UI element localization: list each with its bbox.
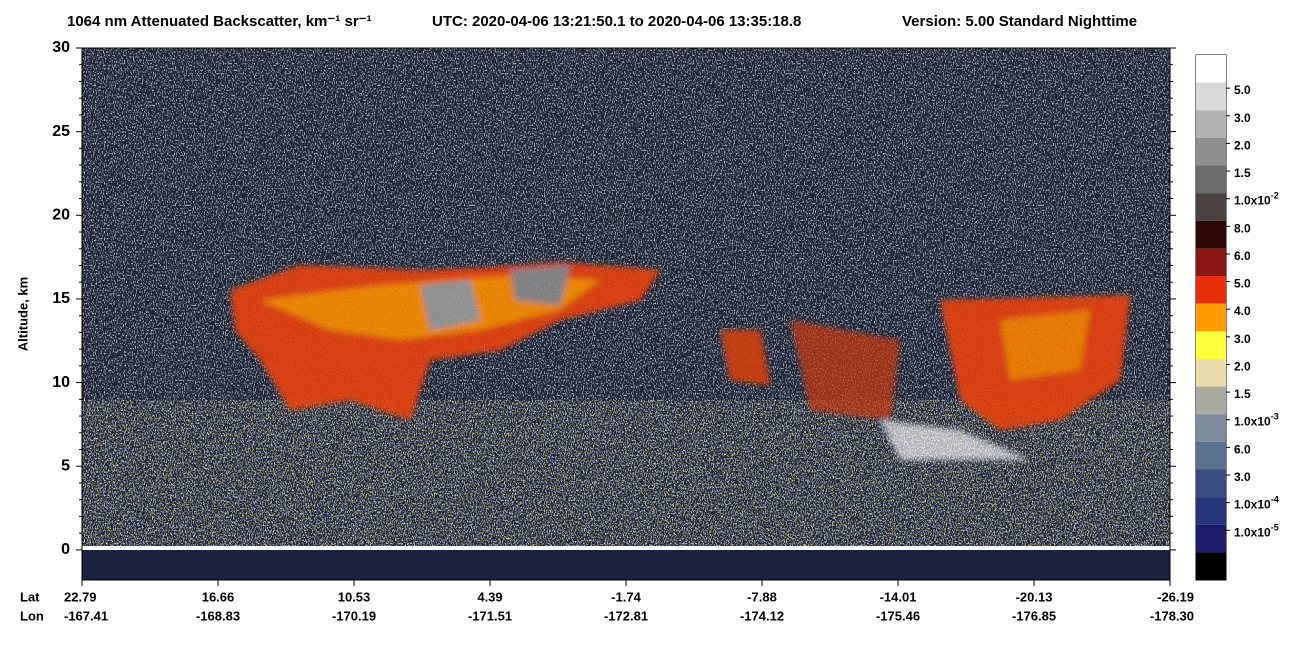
colorbar-swatch — [1196, 276, 1226, 304]
lat-tick-label: -20.13 — [1016, 589, 1053, 604]
chart-title: 1064 nm Attenuated Backscatter, km⁻¹ sr⁻… — [67, 13, 372, 30]
colorbar-label-text: 2.0 — [1234, 139, 1251, 153]
lon-tick-label: -174.12 — [740, 608, 784, 623]
lon-tick-label: -171.51 — [468, 608, 512, 623]
colorbar-label: 6.0 — [1234, 249, 1251, 263]
colorbar-label-text: 8.0 — [1234, 221, 1251, 235]
colorbar-label: 1.5 — [1234, 387, 1251, 401]
lat-tick-label: 16.66 — [202, 589, 235, 604]
y-axis-label: Altitude, km — [15, 277, 30, 351]
lat-tick-label: -7.88 — [747, 589, 777, 604]
colorbar-swatch — [1196, 358, 1226, 387]
colorbar-label: 1.5 — [1234, 166, 1251, 180]
colorbar-swatch — [1196, 137, 1226, 166]
lon-tick-label: -167.41 — [64, 608, 108, 623]
lon-tick-label: -172.81 — [604, 608, 648, 623]
y-tick-label: 10 — [52, 374, 70, 391]
colorbar-label: 3.0 — [1234, 470, 1251, 484]
colorbar-swatch — [1196, 82, 1226, 111]
y-tick-label: 20 — [52, 207, 70, 224]
colorbar-label-text: 1.0x10 — [1234, 194, 1271, 208]
colorbar-label: 2.0 — [1234, 139, 1251, 153]
y-tick-label: 15 — [52, 290, 70, 307]
colorbar-label-text: 1.5 — [1234, 387, 1251, 401]
colorbar-label-text: 3.0 — [1234, 332, 1251, 346]
colorbar-swatch — [1196, 497, 1226, 525]
colorbar-swatch — [1196, 110, 1226, 138]
lat-tick-label: 4.39 — [477, 589, 502, 604]
utc-range: UTC: 2020-04-06 13:21:50.1 to 2020-04-06… — [432, 13, 801, 30]
colorbar-label: 1.0x10-3 — [1234, 412, 1279, 429]
colorbar-label: 5.0 — [1234, 83, 1251, 97]
y-tick-label: 30 — [52, 39, 70, 56]
y-tick-label: 25 — [52, 123, 70, 140]
colorbar-label-exponent: -4 — [1271, 495, 1279, 505]
lon-tick-label: -175.46 — [876, 608, 920, 623]
curtain-image — [82, 48, 1170, 580]
colorbar-label-text: 1.0x10 — [1234, 415, 1271, 429]
colorbar-label-exponent: -5 — [1271, 523, 1279, 533]
version: Version: 5.00 Standard Nighttime — [902, 13, 1137, 30]
colorbar-swatch — [1196, 469, 1226, 498]
colorbar-swatch — [1196, 303, 1226, 332]
lat-tick-label: -14.01 — [880, 589, 917, 604]
colorbar-label-text: 3.0 — [1234, 111, 1251, 125]
colorbar-label-text: 6.0 — [1234, 249, 1251, 263]
colorbar-label-text: 5.0 — [1234, 277, 1251, 291]
colorbar-label: 4.0 — [1234, 304, 1251, 318]
lat-tick-label: 22.79 — [64, 589, 97, 604]
colorbar-swatch — [1196, 331, 1226, 359]
colorbar-label-text: 1.0x10 — [1234, 498, 1271, 512]
colorbar-label-text: 1.5 — [1234, 166, 1251, 180]
colorbar-label-exponent: -3 — [1271, 412, 1279, 422]
colorbar-swatch — [1196, 55, 1226, 83]
colorbar-label: 2.0 — [1234, 360, 1251, 374]
colorbar-swatch — [1196, 248, 1226, 277]
colorbar-label-text: 3.0 — [1234, 470, 1251, 484]
lon-tick-label: -178.30 — [1150, 608, 1194, 623]
lon-tick-label: -170.19 — [332, 608, 376, 623]
colorbar-swatch — [1196, 165, 1226, 194]
y-tick-label: 5 — [61, 457, 70, 474]
colorbar-label-text: 1.0x10 — [1234, 525, 1271, 539]
colorbar-label-exponent: -2 — [1271, 191, 1279, 201]
colorbar-label: 8.0 — [1234, 221, 1251, 235]
colorbar-label: 1.0x10-4 — [1234, 495, 1279, 512]
colorbar-swatch — [1196, 441, 1226, 470]
colorbar-swatch — [1196, 386, 1226, 415]
colorbar-label: 3.0 — [1234, 332, 1251, 346]
lat-tick-label: 10.53 — [338, 589, 371, 604]
lat-tick-label: -26.19 — [1157, 589, 1194, 604]
colorbar-label-text: 4.0 — [1234, 304, 1251, 318]
colorbar-label-text: 6.0 — [1234, 443, 1251, 457]
colorbar-swatch — [1196, 220, 1226, 249]
lat-tick-label: -1.74 — [611, 589, 641, 604]
colorbar-label: 1.0x10-2 — [1234, 191, 1279, 208]
lon-tick-label: -176.85 — [1012, 608, 1056, 623]
colorbar-swatch — [1196, 193, 1226, 221]
colorbar-label-text: 5.0 — [1234, 83, 1251, 97]
lon-label: Lon — [20, 608, 44, 623]
colorbar-swatch — [1196, 552, 1226, 580]
lon-tick-label: -168.83 — [196, 608, 240, 623]
colorbar-swatch — [1196, 524, 1226, 553]
colorbar-label: 1.0x10-5 — [1234, 523, 1279, 540]
colorbar-label-text: 2.0 — [1234, 360, 1251, 374]
y-tick-label: 0 — [61, 541, 70, 558]
colorbar-label: 6.0 — [1234, 443, 1251, 457]
lat-label: Lat — [20, 589, 40, 604]
colorbar-label: 5.0 — [1234, 277, 1251, 291]
colorbar-label: 3.0 — [1234, 111, 1251, 125]
colorbar-swatch — [1196, 414, 1226, 442]
